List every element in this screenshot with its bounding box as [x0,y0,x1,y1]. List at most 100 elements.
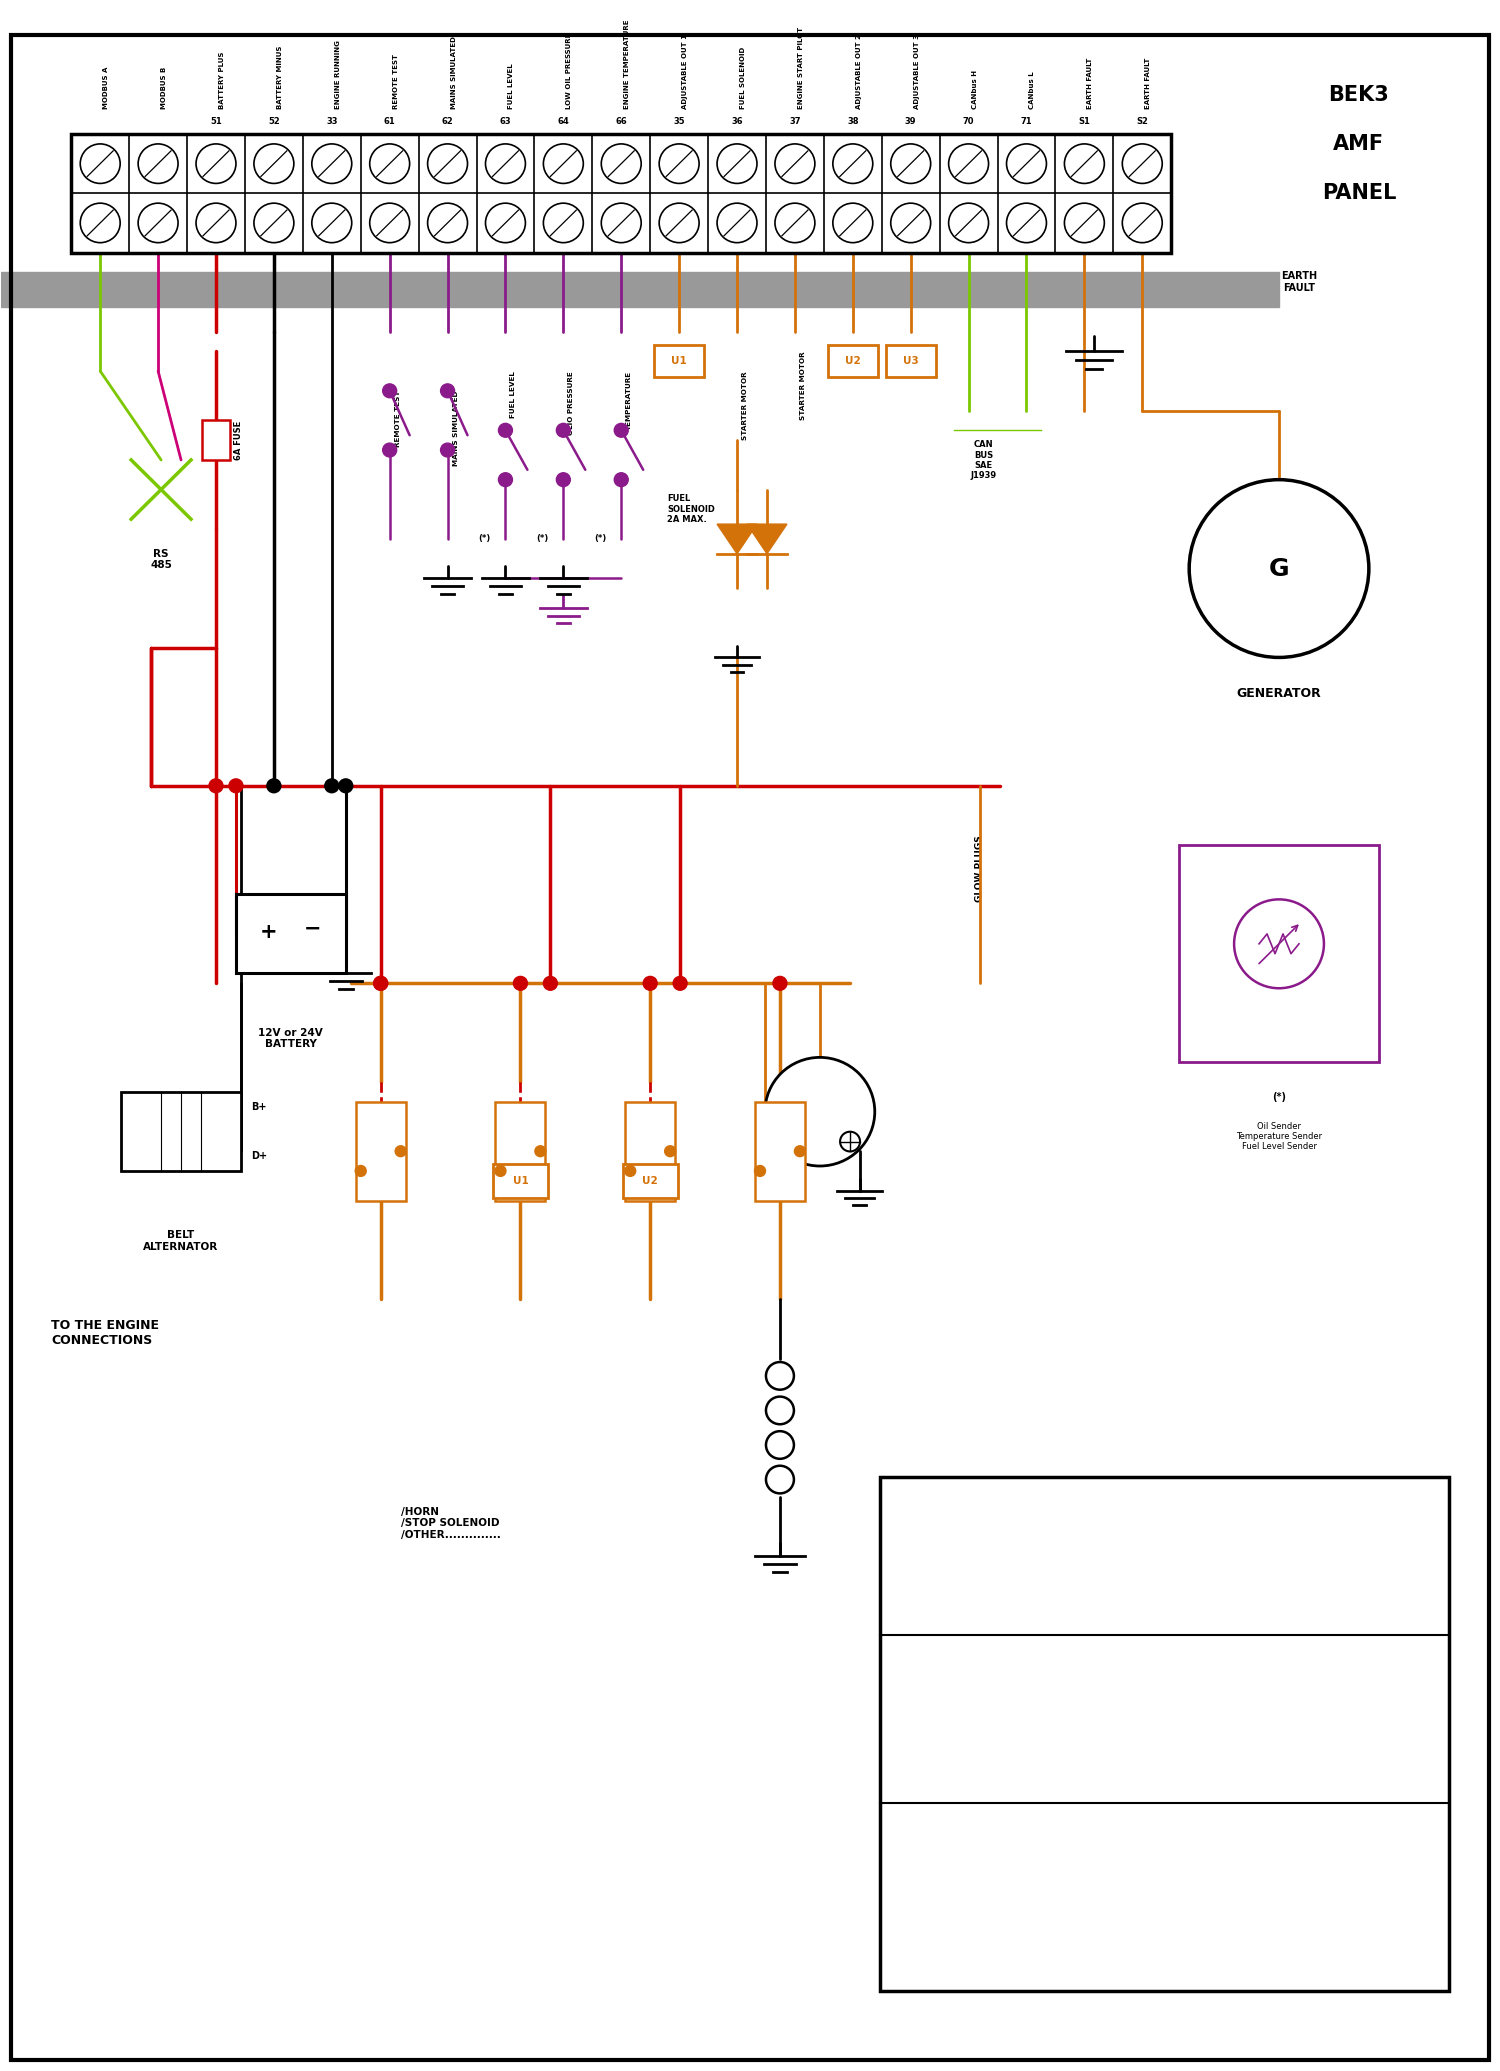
Circle shape [427,203,468,242]
Text: BATTERY MINUS: BATTERY MINUS [278,46,284,110]
Text: S1: S1 [1078,118,1090,126]
Bar [356,1102,405,1201]
Text: PANEL: PANEL [1322,184,1396,203]
Text: Oil Sender
Temperature Sender
Fuel Level Sender: Oil Sender Temperature Sender Fuel Level… [1236,1122,1322,1151]
Text: TEMPERATURE: TEMPERATURE [626,371,632,431]
Text: 33: 33 [326,118,338,126]
Text: 64: 64 [558,118,568,126]
Circle shape [644,975,657,990]
Circle shape [339,779,352,793]
Bar [828,346,878,377]
Text: EARTH FAULT: EARTH FAULT [1088,58,1094,110]
Circle shape [543,975,558,990]
Text: BATTERY PLUS: BATTERY PLUS [219,52,225,110]
Circle shape [1007,203,1047,242]
Circle shape [254,203,294,242]
Circle shape [772,975,788,990]
Text: 70: 70 [963,118,975,126]
Text: /HORN
/STOP SOLENOID
/OTHER..............: /HORN /STOP SOLENOID /OTHER.............… [400,1508,501,1541]
Text: EARTH FAULT: EARTH FAULT [1146,58,1152,110]
Text: 63: 63 [500,118,512,126]
Circle shape [1065,203,1104,242]
Circle shape [833,143,873,184]
Text: 71: 71 [1020,118,1032,126]
Circle shape [382,383,396,398]
Text: 6A FUSE: 6A FUSE [234,420,243,460]
Text: STARTER MOTOR: STARTER MOTOR [742,371,748,439]
Text: GLOW PLUGS: GLOW PLUGS [975,835,984,903]
Text: U2: U2 [844,356,861,367]
Circle shape [267,779,280,793]
Circle shape [80,203,120,242]
Circle shape [196,203,236,242]
Bar [754,1102,806,1201]
Text: REMOTE TEST: REMOTE TEST [393,54,399,110]
Text: Note: 12V Battery: Note: 12V Battery [909,1711,1047,1727]
Text: 35: 35 [674,118,686,126]
Text: FUEL SOLENOID: FUEL SOLENOID [740,48,746,110]
Text: MAINS SIMULATED: MAINS SIMULATED [453,391,459,466]
Text: (*): (*) [478,534,490,543]
Circle shape [602,203,640,242]
Circle shape [717,143,758,184]
Text: STARTER MOTOR: STARTER MOTOR [800,352,806,420]
Text: 66: 66 [615,118,627,126]
Bar [880,1477,1449,1990]
Circle shape [891,203,930,242]
Circle shape [765,1058,874,1166]
Circle shape [498,472,513,487]
Text: CANbus L: CANbus L [1029,72,1035,110]
Text: ENGINE TEMPERATURE: ENGINE TEMPERATURE [624,21,630,110]
Circle shape [556,422,570,437]
Circle shape [840,1131,860,1151]
Text: 51: 51 [210,118,222,126]
Circle shape [543,143,584,184]
Circle shape [441,383,454,398]
Bar [122,1091,242,1170]
Circle shape [833,203,873,242]
Text: U1: U1 [513,1176,528,1187]
Circle shape [1190,480,1370,657]
Text: GENERATOR: GENERATOR [1236,688,1322,700]
Text: 37: 37 [789,118,801,126]
Circle shape [326,779,339,793]
Bar [1179,845,1378,1062]
Circle shape [369,143,410,184]
Circle shape [374,975,387,990]
Bar [236,895,345,973]
Bar [72,135,1172,253]
Bar [495,1102,546,1201]
Circle shape [948,203,988,242]
Circle shape [717,203,758,242]
Text: (*): (*) [1272,1091,1286,1102]
Circle shape [1065,143,1104,184]
Circle shape [356,1166,366,1176]
Circle shape [536,1145,546,1156]
Text: CAN
BUS
SAE
J1939: CAN BUS SAE J1939 [970,441,996,480]
Text: TO THE ENGINE
CONNECTIONS: TO THE ENGINE CONNECTIONS [51,1319,159,1346]
Circle shape [486,143,525,184]
Circle shape [1122,203,1162,242]
Circle shape [394,1145,406,1156]
Text: 62: 62 [441,118,453,126]
Text: G: G [1269,557,1290,580]
Circle shape [795,1145,806,1156]
Text: U3: U3 [903,356,918,367]
Text: (*): (*) [594,534,606,543]
Text: ADJUSTABLE OUT 2: ADJUSTABLE OUT 2 [856,35,862,110]
Text: FUEL
SOLENOID
2A MAX.: FUEL SOLENOID 2A MAX. [668,495,716,524]
Text: ADJUSTABLE OUT 3: ADJUSTABLE OUT 3 [914,35,920,110]
Text: MODBUS B: MODBUS B [160,66,166,110]
Bar [494,1164,548,1199]
Text: 52: 52 [268,118,280,126]
Text: 12V or 24V
BATTERY: 12V or 24V BATTERY [258,1027,322,1050]
Circle shape [556,472,570,487]
Text: RS
485: RS 485 [150,549,172,570]
Text: ENGINE RUNNING: ENGINE RUNNING [334,41,340,110]
Circle shape [664,1145,675,1156]
Text: B+: B+ [251,1102,267,1112]
Circle shape [138,143,178,184]
Circle shape [1007,143,1047,184]
Text: MAINS SIMULATED: MAINS SIMULATED [450,37,456,110]
Text: (*): (*) [536,534,549,543]
